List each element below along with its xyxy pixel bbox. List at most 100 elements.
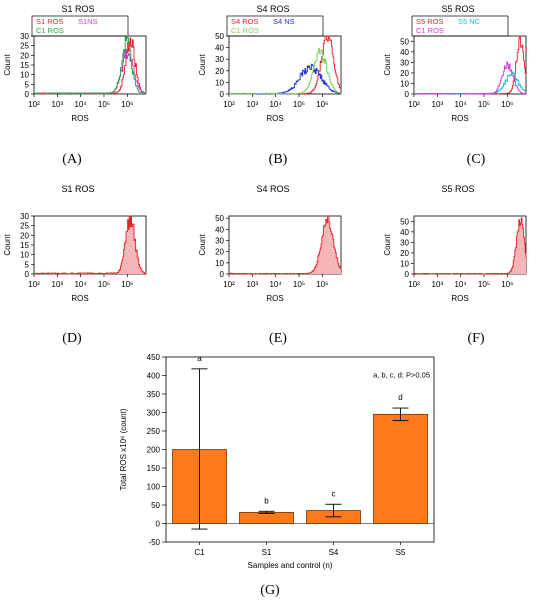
x-tick-label: 10⁶ xyxy=(316,100,328,109)
plot-frame xyxy=(413,215,527,275)
x-tick-label: 10² xyxy=(223,280,235,289)
y-tick-label: 30 xyxy=(400,238,409,247)
x-tick-label: 10⁴ xyxy=(269,280,282,289)
histogram-series-1 xyxy=(414,217,527,275)
histogram-series-1 xyxy=(34,215,147,275)
y-tick-label: 50 xyxy=(151,501,160,510)
y-tick-label: 0 xyxy=(25,270,30,279)
y-tick-label: 50 xyxy=(215,32,224,41)
x-tick-label: 10⁵ xyxy=(478,280,490,289)
y-tick-label: 20 xyxy=(215,67,224,76)
y-tick-label: 0 xyxy=(25,90,30,99)
bar-s5 xyxy=(373,413,428,524)
y-tick-label: 0 xyxy=(405,90,410,99)
significance-letter: b xyxy=(264,496,269,505)
y-tick-label: 0 xyxy=(405,270,410,279)
panel-a: S1 ROS S1NS C1 ROS S1 ROS 0 5 10 15 20 25 30 10² 10³… xyxy=(0,0,170,150)
panel-label-a: (A) xyxy=(62,152,82,167)
y-tick-label: 10 xyxy=(20,71,29,80)
histogram-e: S4 ROS 0 10 20 30 40 50 10² 10³ 10⁴ 10⁵ 10⁶ ROS Count xyxy=(198,184,342,303)
x-tick-label: 10² xyxy=(408,280,420,289)
histogram-series-3 xyxy=(414,61,527,95)
y-tick-label: 10 xyxy=(215,78,224,87)
x-tick-label: 10⁴ xyxy=(74,280,87,289)
y-tick-label: 40 xyxy=(215,225,224,234)
panel-label-d: (D) xyxy=(62,331,82,346)
panel-g: -50 0 50 100 150 200 250 300 350 400 450 a C1 b S1 c S4 d… xyxy=(110,345,460,585)
panel-title: S5 ROS xyxy=(441,4,474,14)
panel-title: S5 ROS xyxy=(441,184,474,194)
x-tick-label: S4 xyxy=(329,548,339,557)
panel-label-c: (C) xyxy=(466,152,486,167)
y-tick-label: 20 xyxy=(215,248,224,257)
legend-item: C1 ROS xyxy=(36,26,64,35)
legend: S1 ROS S1NS C1 ROS xyxy=(31,15,129,37)
bar-s1 xyxy=(239,511,294,524)
x-tick-label: 10² xyxy=(28,280,40,289)
y-axis-label: Count xyxy=(3,54,12,76)
x-tick-label: 10⁵ xyxy=(293,280,305,289)
bar-chart-g: -50 0 50 100 150 200 250 300 350 400 450 a C1 b S1 c S4 d… xyxy=(119,353,435,570)
y-tick-label: 50 xyxy=(400,37,409,46)
x-axis-label: ROS xyxy=(71,294,88,303)
y-tick-label: 0 xyxy=(220,90,225,99)
histogram-fill xyxy=(414,218,526,274)
legend: S5 ROS S5 NC C1 ROS xyxy=(411,15,509,37)
panel-b: S4 ROS S4 NS C1 ROS S4 ROS 0 10 20 30 40 50 10² 10³… xyxy=(195,0,365,150)
x-tick-label: 10⁶ xyxy=(121,280,133,289)
legend-item: C1 ROS xyxy=(231,26,259,35)
y-axis-label: Count xyxy=(383,234,392,256)
y-tick-label: 10 xyxy=(215,259,224,268)
histogram-series-2 xyxy=(229,63,342,95)
y-tick-label: 450 xyxy=(147,353,161,362)
x-tick-label: 10⁶ xyxy=(501,280,513,289)
significance-annotation: a, b, c, d; P>0.05 xyxy=(373,370,430,379)
legend-item: S4 ROS xyxy=(231,17,259,26)
legend-item: S1 ROS xyxy=(36,17,64,26)
y-tick-label: 25 xyxy=(20,222,29,231)
x-tick-label: 10⁵ xyxy=(293,100,305,109)
panel-title: S1 ROS xyxy=(61,4,94,14)
y-tick-label: 250 xyxy=(147,427,161,436)
x-tick-label: 10³ xyxy=(247,280,259,289)
histogram-series-3 xyxy=(229,48,342,95)
x-tick-label: 10³ xyxy=(247,100,259,109)
y-tick-label: 0 xyxy=(220,270,225,279)
y-tick-label: 30 xyxy=(20,32,29,41)
histogram-fill xyxy=(34,216,146,274)
significance-letter: c xyxy=(332,489,336,498)
y-tick-label: 50 xyxy=(400,217,409,226)
x-tick-label: 10⁵ xyxy=(98,100,110,109)
x-tick-label: 10⁴ xyxy=(74,100,87,109)
plot-frame xyxy=(228,35,342,95)
y-tick-label: 10 xyxy=(20,251,29,260)
y-tick-label: 30 xyxy=(215,237,224,246)
y-tick-label: 40 xyxy=(400,48,409,57)
y-axis-label: Count xyxy=(198,54,207,76)
panel-f: S5 ROS 0 10 20 30 40 50 10² 10³ 10⁴ 10⁵ 10⁶ ROS Count xyxy=(380,180,550,330)
x-tick-label: C1 xyxy=(194,548,205,557)
y-tick-label: 200 xyxy=(147,446,161,455)
y-tick-label: 20 xyxy=(400,249,409,258)
significance-letter: d xyxy=(398,393,402,402)
y-tick-label: 20 xyxy=(20,231,29,240)
y-tick-label: 50 xyxy=(215,214,224,223)
x-tick-label: 10⁶ xyxy=(501,100,513,109)
x-tick-label: 10⁴ xyxy=(454,100,467,109)
y-tick-label: 30 xyxy=(20,212,29,221)
y-tick-label: 20 xyxy=(20,51,29,60)
x-tick-label: S5 xyxy=(396,548,406,557)
y-tick-label: 350 xyxy=(147,390,161,399)
legend-item: S5 NC xyxy=(458,17,481,26)
y-tick-label: 40 xyxy=(215,44,224,53)
histogram-series-1 xyxy=(229,35,342,95)
x-axis-label: ROS xyxy=(266,114,283,123)
panel-title: S4 ROS xyxy=(256,4,289,14)
x-tick-label: 10² xyxy=(408,100,420,109)
histogram-series-2 xyxy=(414,71,527,95)
panel-c: S5 ROS S5 NC C1 ROS S5 ROS 0 10 20 30 40 50 10² 10³… xyxy=(380,0,550,150)
histogram-series-3 xyxy=(34,35,146,95)
panel-label-e: (E) xyxy=(269,331,287,346)
